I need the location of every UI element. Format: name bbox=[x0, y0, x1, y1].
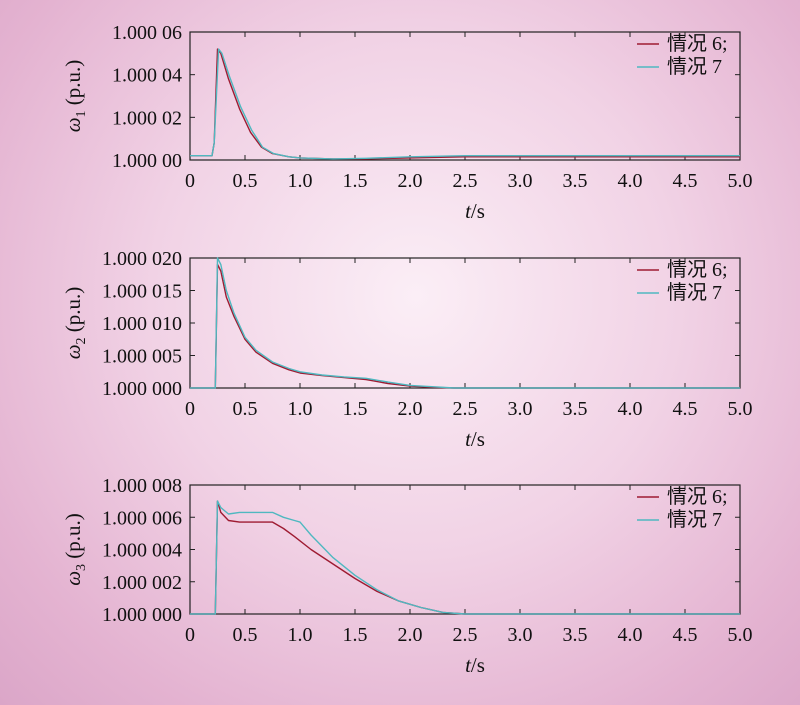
x-tick-label: 0 bbox=[185, 170, 195, 192]
y-tick-label: 1.000 02 bbox=[112, 107, 182, 129]
x-axis-title: t/s bbox=[465, 199, 485, 223]
y-tick-label: 1.000 006 bbox=[102, 507, 182, 529]
y-tick-label: 1.000 002 bbox=[102, 572, 182, 594]
x-tick-label: 0.5 bbox=[233, 624, 258, 646]
series-line-2 bbox=[190, 257, 740, 389]
series-line-1 bbox=[190, 263, 740, 389]
x-tick-label: 4.5 bbox=[673, 624, 698, 646]
y-tick-label: 1.000 008 bbox=[102, 475, 182, 497]
y-tick-label: 1.000 000 bbox=[102, 378, 182, 400]
x-tick-label: 5.0 bbox=[728, 170, 753, 192]
y-axis-title: ω2 (p.u.) bbox=[61, 287, 89, 360]
x-tick-label: 3.0 bbox=[508, 398, 533, 420]
x-tick-label: 5.0 bbox=[728, 624, 753, 646]
y-tick-label: 1.000 015 bbox=[102, 281, 182, 303]
x-tick-label: 0 bbox=[185, 398, 195, 420]
x-tick-label: 2.5 bbox=[453, 624, 478, 646]
x-tick-label: 1.0 bbox=[288, 398, 313, 420]
x-tick-label: 3.5 bbox=[563, 170, 588, 192]
x-tick-label: 1.5 bbox=[343, 398, 368, 420]
plot-frame bbox=[189, 31, 741, 161]
x-tick-label: 2.0 bbox=[398, 624, 423, 646]
x-tick-label: 1.5 bbox=[343, 624, 368, 646]
y-tick-label: 1.000 06 bbox=[112, 22, 182, 44]
y-tick-label: 1.000 04 bbox=[112, 65, 182, 87]
x-tick-label: 2.5 bbox=[453, 398, 478, 420]
x-tick-label: 3.0 bbox=[508, 170, 533, 192]
series-line-1 bbox=[190, 48, 740, 160]
x-tick-label: 5.0 bbox=[728, 398, 753, 420]
plot-frame bbox=[189, 484, 741, 615]
y-tick-label: 1.000 004 bbox=[102, 540, 182, 562]
x-tick-label: 0.5 bbox=[233, 398, 258, 420]
y-tick-label: 1.000 00 bbox=[112, 150, 182, 172]
x-axis-title: t/s bbox=[465, 653, 485, 677]
x-tick-label: 2.5 bbox=[453, 170, 478, 192]
legend-label-1: 情况 6; bbox=[667, 32, 728, 55]
chart-panel-1: 0 0.5 1.0 1.5 2.0 2.5 3.0 3.5 4.0 4.5 5.0 1.000 00 1… bbox=[61, 22, 753, 223]
legend-label-2: 情况 7 bbox=[667, 281, 722, 304]
legend-label-1: 情况 6; bbox=[667, 258, 728, 281]
x-tick-label: 3.5 bbox=[563, 624, 588, 646]
x-tick-label: 3.0 bbox=[508, 624, 533, 646]
x-tick-label: 4.5 bbox=[673, 170, 698, 192]
x-tick-label: 0 bbox=[185, 624, 195, 646]
y-tick-label: 1.000 010 bbox=[102, 313, 182, 335]
x-tick-label: 1.0 bbox=[288, 170, 313, 192]
x-tick-label: 4.0 bbox=[618, 398, 643, 420]
x-tick-label: 2.0 bbox=[398, 170, 423, 192]
x-tick-label: 1.0 bbox=[288, 624, 313, 646]
x-tick-label: 4.0 bbox=[618, 170, 643, 192]
x-tick-label: 0.5 bbox=[233, 170, 258, 192]
series-line-2 bbox=[190, 48, 740, 160]
legend-label-2: 情况 7 bbox=[667, 508, 722, 531]
x-axis-title: t/s bbox=[465, 427, 485, 451]
legend-label-1: 情况 6; bbox=[667, 485, 728, 508]
series-line-1 bbox=[190, 500, 740, 615]
x-tick-label: 2.0 bbox=[398, 398, 423, 420]
x-tick-label: 4.0 bbox=[618, 624, 643, 646]
chart-panel-2: 0 0.5 1.0 1.5 2.0 2.5 3.0 3.5 4.0 4.5 5.0 1.000 000… bbox=[61, 248, 753, 451]
y-tick-label: 1.000 020 bbox=[102, 248, 182, 270]
chart-panel-3: 0 0.5 1.0 1.5 2.0 2.5 3.0 3.5 4.0 4.5 5.0 1.000 000… bbox=[61, 475, 753, 677]
series-line-2 bbox=[190, 500, 740, 615]
x-tick-label: 4.5 bbox=[673, 398, 698, 420]
y-axis-title: ω1 (p.u.) bbox=[61, 60, 89, 133]
plot-frame bbox=[189, 257, 741, 389]
x-tick-label: 1.5 bbox=[343, 170, 368, 192]
y-tick-label: 1.000 005 bbox=[102, 346, 182, 368]
y-tick-label: 1.000 000 bbox=[102, 604, 182, 626]
x-tick-label: 3.5 bbox=[563, 398, 588, 420]
legend-label-2: 情况 7 bbox=[667, 55, 722, 78]
y-axis-title: ω3 (p.u.) bbox=[61, 513, 89, 586]
